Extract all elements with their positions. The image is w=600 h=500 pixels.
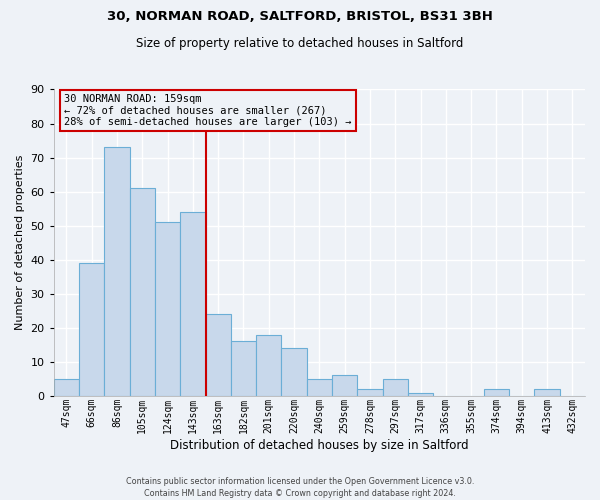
- Y-axis label: Number of detached properties: Number of detached properties: [15, 155, 25, 330]
- Text: Contains public sector information licensed under the Open Government Licence v3: Contains public sector information licen…: [126, 477, 474, 486]
- Bar: [231, 342, 256, 396]
- Text: 30 NORMAN ROAD: 159sqm
← 72% of detached houses are smaller (267)
28% of semi-de: 30 NORMAN ROAD: 159sqm ← 72% of detached…: [64, 94, 352, 128]
- Bar: [408, 392, 433, 396]
- Text: Contains HM Land Registry data © Crown copyright and database right 2024.: Contains HM Land Registry data © Crown c…: [144, 488, 456, 498]
- Bar: [307, 379, 332, 396]
- Bar: [206, 314, 231, 396]
- Text: 30, NORMAN ROAD, SALTFORD, BRISTOL, BS31 3BH: 30, NORMAN ROAD, SALTFORD, BRISTOL, BS31…: [107, 10, 493, 23]
- Bar: [256, 334, 281, 396]
- Bar: [358, 389, 383, 396]
- Bar: [383, 379, 408, 396]
- Bar: [79, 263, 104, 396]
- X-axis label: Distribution of detached houses by size in Saltford: Distribution of detached houses by size …: [170, 440, 469, 452]
- Bar: [281, 348, 307, 396]
- Bar: [130, 188, 155, 396]
- Bar: [54, 379, 79, 396]
- Bar: [155, 222, 180, 396]
- Bar: [104, 148, 130, 396]
- Bar: [180, 212, 206, 396]
- Text: Size of property relative to detached houses in Saltford: Size of property relative to detached ho…: [136, 38, 464, 51]
- Bar: [332, 376, 358, 396]
- Bar: [535, 389, 560, 396]
- Bar: [484, 389, 509, 396]
